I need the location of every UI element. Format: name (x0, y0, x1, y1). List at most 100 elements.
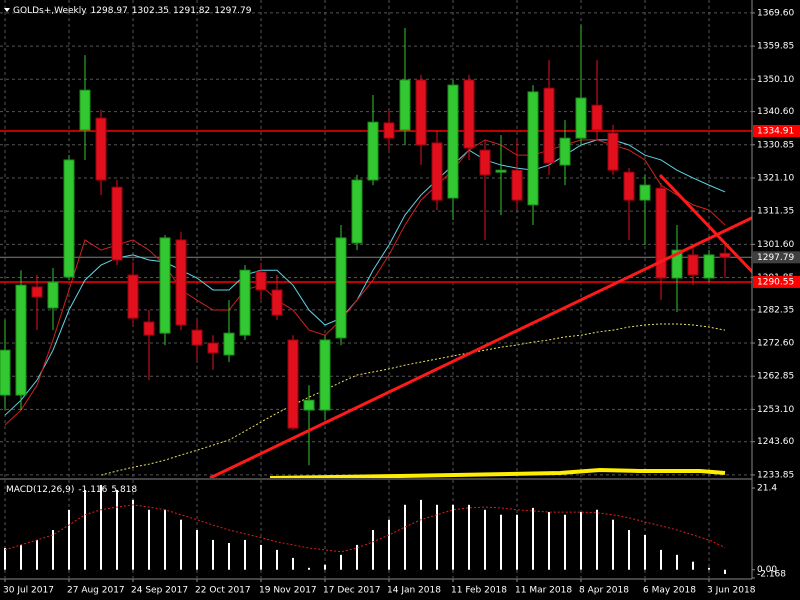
macd-bar (68, 509, 70, 570)
x-tick-label: 6 May 2018 (643, 586, 696, 596)
price-level-box (753, 275, 800, 288)
candle-body (0, 349, 11, 396)
open-value: 1298.97 (91, 6, 128, 16)
macd-value: -1.116 (78, 485, 107, 495)
macd-bar (436, 504, 438, 570)
macd-bar (340, 554, 342, 570)
moving-average (4, 139, 726, 416)
macd-bar (564, 514, 566, 570)
candle-body (383, 122, 395, 139)
macd-bar (532, 507, 534, 570)
candle-body (415, 79, 427, 146)
y-tick-label: 1321.10 (757, 173, 794, 183)
price-level-box (753, 124, 800, 137)
candle-body (367, 121, 379, 181)
x-tick-label: 24 Sep 2017 (131, 586, 188, 596)
candle-body (495, 169, 507, 173)
candle-body (15, 284, 27, 396)
macd-bar (212, 539, 214, 570)
menu-arrow[interactable] (4, 8, 10, 12)
x-tick-label: 8 Apr 2018 (579, 586, 629, 596)
macd-bar (388, 519, 390, 570)
macd-bar (484, 509, 486, 570)
candle-body (303, 399, 315, 411)
candle-body (111, 186, 123, 261)
macd-bar (660, 549, 662, 570)
candle-body (591, 104, 603, 131)
macd-bar (52, 530, 54, 570)
candle-body (143, 321, 155, 336)
x-tick-label: 11 Feb 2018 (451, 586, 507, 596)
x-tick-label: 17 Dec 2017 (323, 586, 381, 596)
macd-bar (468, 504, 470, 570)
macd-bar (708, 567, 710, 570)
macd-bar (260, 544, 262, 570)
candle-body (255, 271, 267, 291)
candle-body (271, 289, 283, 316)
signal-line (4, 504, 726, 553)
macd-bar (644, 534, 646, 570)
macd-bar (36, 539, 38, 570)
macd-bar (452, 504, 454, 570)
macd-bar (628, 530, 630, 570)
candle-body (191, 329, 203, 346)
price-level-label: 1334.91 (757, 126, 794, 136)
macd-bar (84, 489, 86, 570)
candle-body (335, 237, 347, 339)
candle-body (127, 274, 139, 319)
macd-bar (324, 564, 326, 570)
x-tick-label: 14 Jan 2018 (387, 586, 441, 596)
macd-bar (180, 519, 182, 570)
signal-value: 5.818 (111, 485, 137, 495)
candle-body (399, 79, 411, 131)
x-tick-label: 22 Oct 2017 (195, 586, 251, 596)
macd-bar (420, 499, 422, 570)
candle-body (719, 252, 731, 258)
y-tick-label: 0.00 (757, 565, 777, 575)
y-tick-label: 1253.10 (757, 405, 794, 415)
candle-body (95, 117, 107, 181)
candle-body (351, 179, 363, 244)
macd-bar (372, 530, 374, 570)
macd-bar (164, 509, 166, 570)
y-tick-label: 1272.60 (757, 339, 794, 349)
candle-body (543, 87, 555, 164)
macd-bar (500, 514, 502, 570)
macd-bar (4, 547, 6, 570)
macd-bar (100, 484, 102, 570)
drawn-objects (209, 173, 752, 478)
x-tick-label: 27 Aug 2017 (67, 586, 125, 596)
y-tick-label: 1311.35 (757, 207, 794, 217)
candle-body (575, 97, 587, 139)
macd-bar (228, 542, 230, 570)
candle-body (31, 286, 43, 298)
y-tick-label: 1243.60 (757, 437, 794, 447)
macd-bar (676, 554, 678, 570)
macd-bar (548, 512, 550, 570)
high-value: 1302.35 (132, 6, 169, 16)
macd-bar (612, 519, 614, 570)
candle-body (655, 187, 667, 279)
candle-body (479, 149, 491, 176)
y-tick-label: 1301.60 (757, 240, 794, 250)
macd-bar (276, 549, 278, 570)
y-tick-label: 1282.35 (757, 305, 794, 315)
trend-line (658, 173, 752, 274)
candle-body (239, 269, 251, 336)
trend-line (209, 216, 752, 478)
candle-body (63, 159, 75, 278)
indicator-line (269, 467, 726, 478)
price-level-label: 1290.55 (757, 277, 794, 287)
candle-body (287, 339, 299, 429)
y-tick-label: -2.168 (757, 570, 786, 580)
macd-bar (580, 512, 582, 570)
moving-average (100, 323, 726, 476)
chart-header: GOLDs+,Weekly 1298.97 1302.35 1291.82 1297.7… (13, 6, 252, 16)
y-tick-label: 1340.60 (757, 107, 794, 117)
candle-body (47, 281, 59, 309)
y-tick-label: 21.4 (757, 484, 777, 494)
x-tick-label: 19 Nov 2017 (259, 586, 317, 596)
y-tick-label: 1233.85 (757, 470, 794, 480)
